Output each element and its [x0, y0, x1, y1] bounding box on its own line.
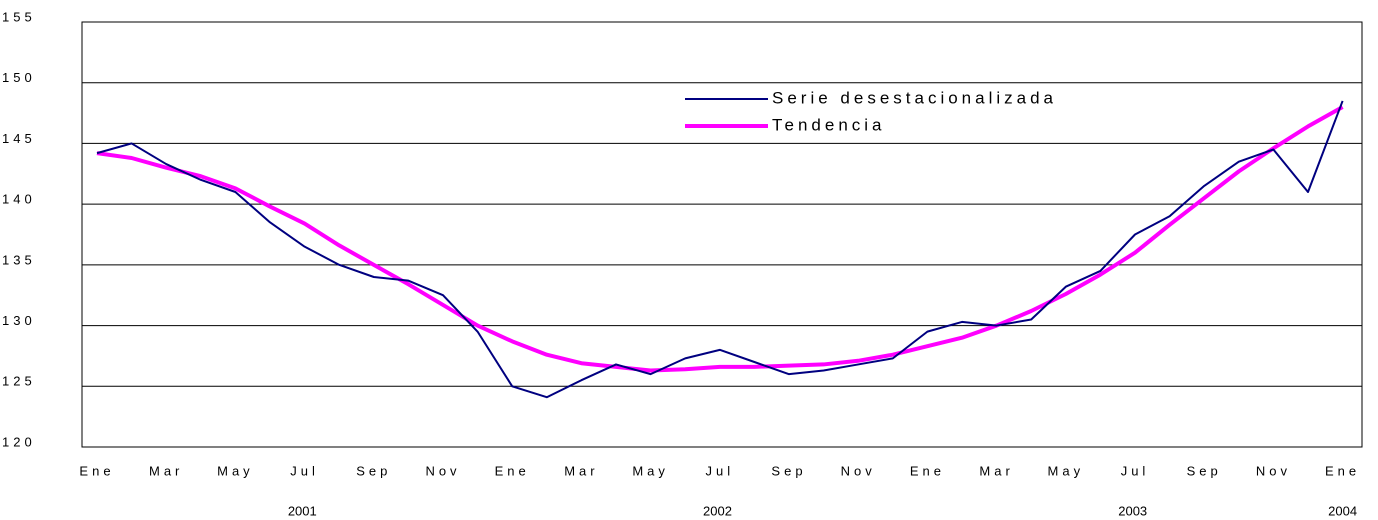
y-tick-label: 130 [2, 313, 36, 328]
year-label: 2002 [703, 503, 732, 518]
x-tick-label: Ene [910, 463, 945, 478]
x-tick-label: May [1048, 463, 1085, 478]
x-tick-label: Sep [771, 463, 806, 478]
legend-label: Tendencia [772, 115, 886, 134]
x-tick-label: Sep [1187, 463, 1222, 478]
series-line [96, 100, 1344, 399]
x-tick-label: Jul [1121, 463, 1150, 478]
y-tick-label: 140 [2, 192, 36, 207]
year-label: 2004 [1328, 503, 1357, 518]
year-label: 2003 [1118, 503, 1147, 518]
x-tick-label: Ene [495, 463, 530, 478]
legend-label: Serie desestacionalizada [772, 88, 1057, 107]
x-tick-label: Mar [979, 463, 1013, 478]
x-tick-label: Jul [705, 463, 734, 478]
y-tick-label: 150 [2, 70, 36, 85]
x-tick-label: Nov [841, 463, 876, 478]
x-tick-label: Ene [1325, 463, 1360, 478]
y-tick-label: 120 [2, 434, 36, 449]
series-line [96, 105, 1344, 373]
y-tick-label: 145 [2, 131, 36, 146]
plot-area [81, 21, 1363, 448]
x-tick-label: May [632, 463, 669, 478]
y-tick-label: 155 [2, 9, 36, 24]
x-tick-label: Sep [356, 463, 391, 478]
x-tick-label: May [217, 463, 254, 478]
x-tick-label: Nov [425, 463, 460, 478]
x-tick-label: Nov [1256, 463, 1291, 478]
x-tick-label: Mar [149, 463, 183, 478]
x-tick-label: Mar [564, 463, 598, 478]
x-tick-label: Jul [290, 463, 319, 478]
year-label: 2001 [288, 503, 317, 518]
y-tick-label: 135 [2, 252, 36, 267]
y-tick-label: 125 [2, 374, 36, 389]
x-tick-label: Ene [79, 463, 114, 478]
